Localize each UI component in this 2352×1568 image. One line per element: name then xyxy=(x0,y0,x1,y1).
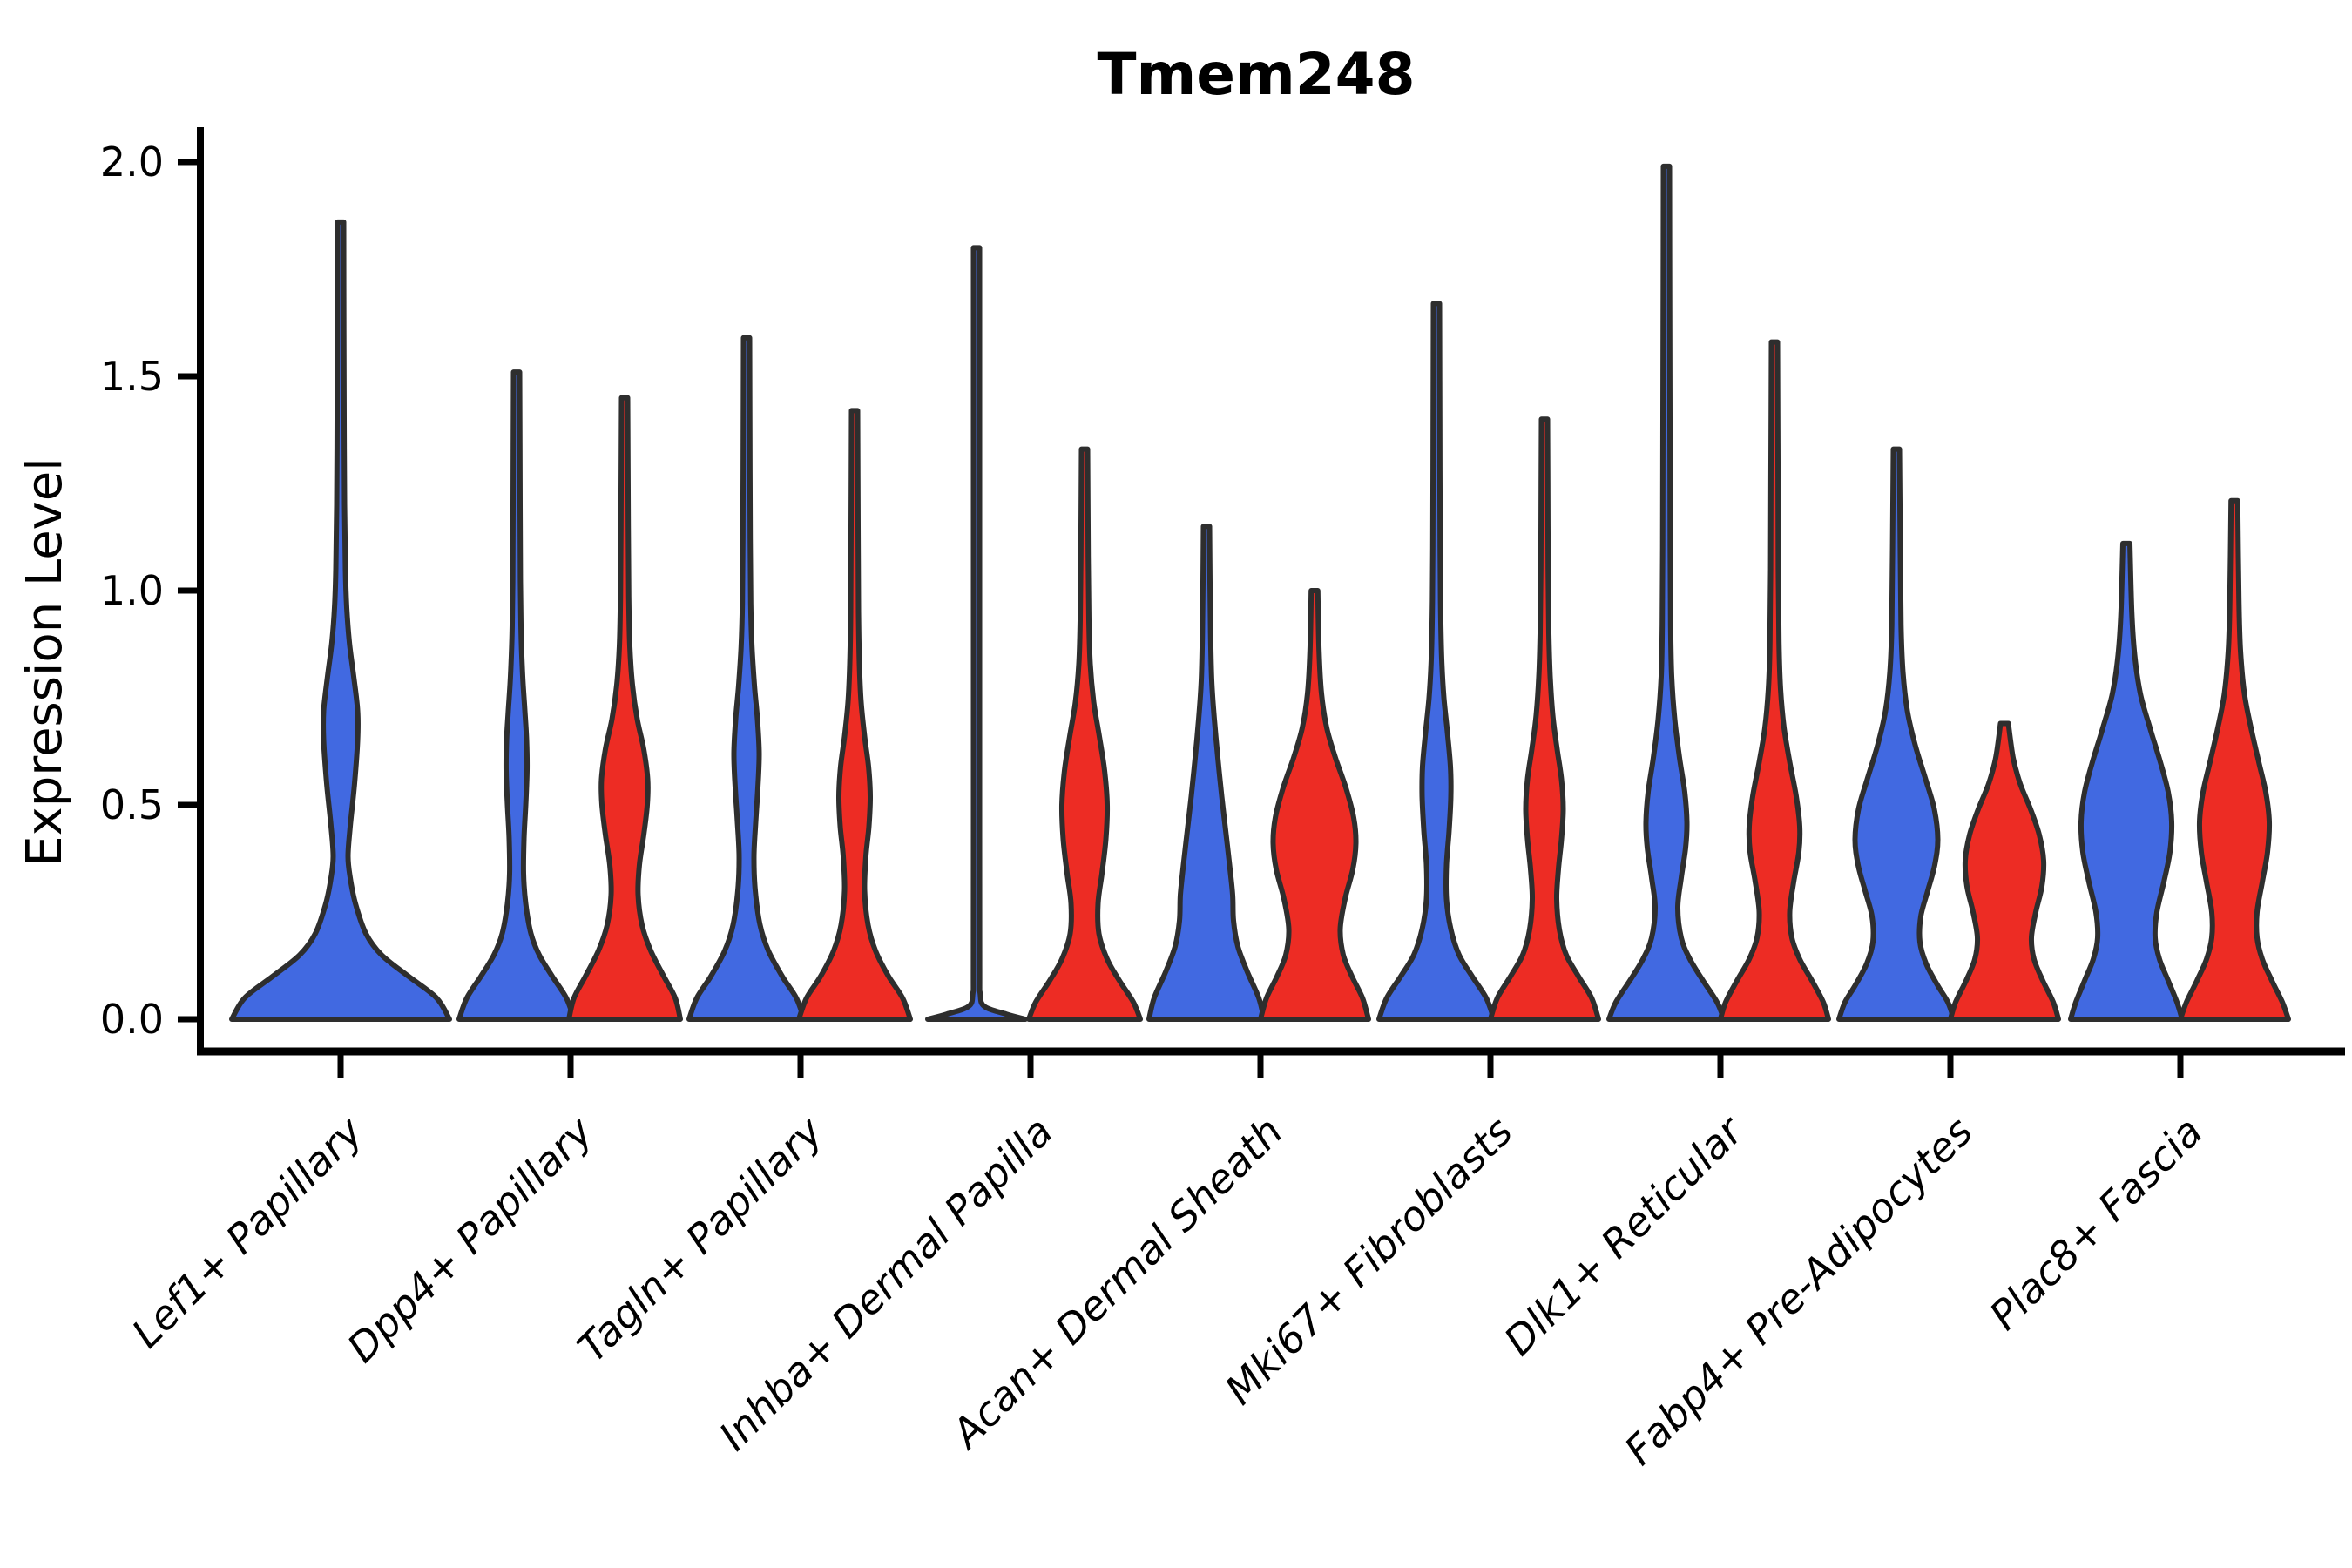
y-tick-label: 0.5 xyxy=(100,781,164,828)
chart-title: Tmem248 xyxy=(1097,41,1415,108)
violin-blue-dlk1-reticular xyxy=(1606,163,1727,1022)
violin-blue-dpp4-papillary xyxy=(456,369,577,1022)
violin-group xyxy=(229,163,2291,1022)
violin-red-dpp4-papillary xyxy=(566,395,683,1022)
y-tick-label: 2.0 xyxy=(100,139,164,186)
violin-blue-fabp4-pre-adipocytes xyxy=(1836,446,1957,1022)
violin-blue-mki67-fibroblasts xyxy=(1376,301,1497,1022)
y-tick-label: 1.5 xyxy=(100,353,164,400)
y-tick-label: 0.0 xyxy=(100,996,164,1043)
y-axis-title: Expression Level xyxy=(17,457,73,867)
violin-blue-tagln-papillary xyxy=(686,335,807,1022)
violin-blue-plac8-fascia xyxy=(2068,540,2185,1022)
violin-blue-inhba-dermal-papilla xyxy=(925,245,1028,1022)
violin-red-fabp4-pre-adipocytes xyxy=(1948,720,2061,1022)
violin-blue-acan-dermal-sheath xyxy=(1146,524,1267,1022)
violin-red-mki67-fibroblasts xyxy=(1488,416,1601,1022)
violin-blue-lef1-papillary xyxy=(229,219,452,1022)
violin-red-acan-dermal-sheath xyxy=(1258,588,1371,1022)
violin-red-plac8-fascia xyxy=(2178,497,2291,1022)
violin-red-tagln-papillary xyxy=(796,408,913,1022)
y-axis-ticks: 0.0 0.5 1.0 1.5 2.0 xyxy=(100,139,200,1043)
y-tick-label: 1.0 xyxy=(100,567,164,614)
violin-red-inhba-dermal-papilla xyxy=(1026,446,1143,1022)
violin-red-dlk1-reticular xyxy=(1718,339,1831,1022)
